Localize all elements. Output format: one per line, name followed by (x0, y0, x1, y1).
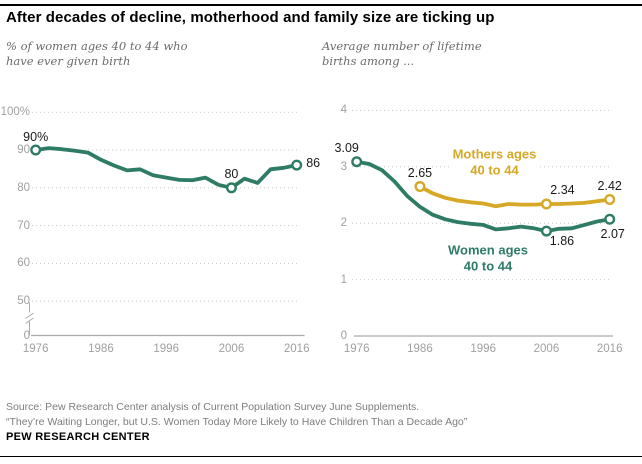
series-label: Women ages 40 to 44 (444, 241, 532, 275)
series-line-green (354, 159, 612, 234)
data-point-marker (604, 194, 616, 206)
y-tick-label: 1 (340, 273, 347, 286)
top-border-rule (0, 4, 642, 6)
x-tick-label: 1996 (470, 343, 496, 355)
y-tick-label: 3 (340, 160, 347, 173)
x-tick-label: 1996 (153, 343, 179, 355)
right-chart-subtitle: Average number of lifetime births among … (322, 39, 622, 69)
x-tick-label: 1986 (407, 343, 433, 355)
y-tick-label: 2 (340, 217, 347, 230)
x-tick-label: 2006 (533, 343, 560, 355)
value-label: 80 (224, 167, 239, 182)
value-label: 2.34 (550, 183, 575, 198)
figure-title: After decades of decline, motherhood and… (6, 9, 495, 26)
y-tick-label: 4 (340, 104, 347, 117)
left-chart-subtitle-line1: % of women ages 40 to 44 who (6, 39, 188, 53)
x-tick-label: 1976 (343, 343, 370, 355)
right-chart-subtitle-line1: Average number of lifetime (322, 39, 482, 53)
series-line-green (33, 146, 299, 190)
left-chart-subtitle-line2: have ever given birth (6, 54, 131, 68)
y-tick-label: 0 (340, 330, 347, 342)
x-tick-label: 1976 (22, 343, 49, 355)
source-line2: “They’re Waiting Longer, but U.S. Women … (6, 416, 468, 428)
brand-wordmark: PEW RESEARCH CENTER (6, 431, 150, 443)
source-line1: Source: Pew Research Center analysis of … (6, 401, 420, 413)
left-chart-subtitle: % of women ages 40 to 44 who have ever g… (6, 39, 306, 69)
data-point-marker (225, 182, 237, 194)
value-label: 2.65 (407, 166, 433, 181)
y-tick-label: 100% (0, 106, 30, 119)
y-tick-label: 50 (17, 295, 30, 308)
data-point-marker (540, 225, 552, 237)
value-label: 90% (23, 129, 49, 144)
data-point-marker (540, 198, 552, 210)
y-tick-label: 90 (17, 144, 30, 156)
y-tick-label: 60 (17, 257, 30, 270)
series-label: Mothers ages 40 to 44 (448, 145, 541, 179)
axis-break-mark (25, 302, 34, 336)
data-point-marker (30, 144, 42, 156)
series-label-line: Women ages (448, 242, 528, 258)
value-label: 3.09 (334, 141, 359, 156)
x-tick-label: 1986 (88, 343, 114, 355)
data-point-marker (351, 156, 363, 168)
data-point-marker (604, 213, 616, 225)
x-tick-label: 2016 (596, 343, 623, 355)
bottom-border-rule (0, 456, 642, 457)
data-point-marker (414, 181, 426, 193)
y-tick-label: 0 (23, 329, 30, 342)
data-point-marker (291, 159, 303, 171)
value-label: 2.07 (600, 226, 625, 241)
series-line-gold (417, 184, 612, 209)
value-label: 86 (306, 155, 321, 170)
source-note: Source: Pew Research Center analysis of … (6, 400, 636, 430)
y-tick-label: 70 (17, 219, 30, 232)
x-tick-label: 2006 (218, 343, 245, 355)
x-tick-label: 2016 (283, 343, 310, 355)
series-label-line: Mothers ages (452, 146, 537, 162)
right-chart-subtitle-line2: births among ... (322, 54, 415, 68)
series-label-line: 40 to 44 (463, 258, 513, 273)
series-label-line: 40 to 44 (470, 162, 519, 177)
value-label: 2.42 (597, 179, 622, 193)
value-label: 1.86 (549, 233, 575, 248)
y-tick-label: 80 (17, 181, 30, 194)
